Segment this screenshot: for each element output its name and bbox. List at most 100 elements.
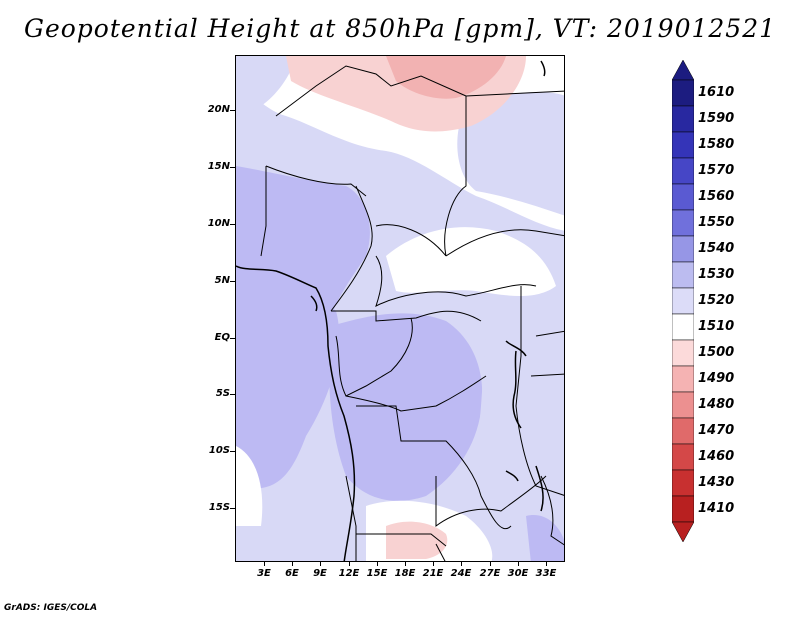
colorbar-level-label: 1500	[698, 345, 735, 360]
lon-label-15e: 15E	[366, 568, 388, 579]
footer-credit: GrADS: IGES/COLA	[4, 603, 98, 613]
colorbar-level-label: 1520	[698, 293, 735, 308]
border-chad-cameroon	[330, 185, 373, 312]
colorbar-bottom-arrow	[672, 521, 694, 543]
lon-tick	[320, 562, 321, 566]
colorbar-level-label: 1590	[698, 111, 735, 126]
colorbar-segment	[672, 443, 694, 471]
lake-tanganyika	[512, 350, 522, 429]
colorbar-level-label: 1570	[698, 163, 735, 178]
border-zambia	[435, 475, 547, 527]
lon-tick	[461, 562, 462, 566]
colorbar-segment	[672, 469, 694, 497]
border-egypt-sudan	[465, 90, 564, 97]
colorbar-level-label: 1610	[698, 85, 735, 100]
colorbar-segment	[672, 157, 694, 185]
border-niger	[265, 165, 367, 197]
lon-label-30e: 30E	[507, 568, 529, 579]
colorbar-segment	[672, 131, 694, 159]
border-kenya	[535, 330, 564, 337]
border-angola-drc	[356, 405, 512, 529]
border-malawi	[540, 475, 564, 546]
lon-label-12e: 12E	[338, 568, 360, 579]
colorbar-level-label: 1470	[698, 423, 735, 438]
lake-victoria	[505, 340, 527, 357]
colorbar-segment	[672, 105, 694, 133]
border-car	[375, 255, 537, 307]
colorbar-segment	[672, 417, 694, 445]
lake-malawi	[535, 465, 544, 512]
border-congo-gabon	[335, 317, 413, 397]
red-sea-coast	[540, 60, 546, 77]
colorbar-segment	[672, 209, 694, 237]
bioko-island	[310, 295, 318, 312]
lat-label-eq: EQ	[214, 332, 230, 343]
lon-label-33e: 33E	[535, 568, 557, 579]
colorbar-level-label: 1510	[698, 319, 735, 334]
border-south	[435, 543, 446, 561]
colorbar-level-label: 1480	[698, 397, 735, 412]
lon-label-21e: 21E	[422, 568, 444, 579]
country-borders	[260, 65, 564, 561]
colorbar-level-label: 1410	[698, 501, 735, 516]
contour-fill-midblue-se	[526, 515, 564, 561]
lat-tick	[230, 281, 235, 282]
colorbar-segment	[672, 339, 694, 367]
lon-tick	[405, 562, 406, 566]
colorbar-level-label: 1560	[698, 189, 735, 204]
lon-tick	[433, 562, 434, 566]
map-canvas	[236, 56, 564, 561]
lon-tick	[546, 562, 547, 566]
colorbar-segment	[672, 391, 694, 419]
map-title: Geopotential Height at 850hPa [gpm], VT:…	[23, 14, 777, 43]
border-benin	[260, 166, 267, 257]
colorbar-segment	[672, 235, 694, 263]
colorbar-level-label: 1550	[698, 215, 735, 230]
contour-fill-midblue-central	[329, 313, 483, 501]
colorbar-level-label: 1580	[698, 137, 735, 152]
colorbar-segment	[672, 183, 694, 211]
colorbar-level-label: 1430	[698, 475, 735, 490]
contour-fill-white-central	[386, 227, 556, 296]
lat-tick	[230, 224, 235, 225]
lon-label-6e: 6E	[285, 568, 299, 579]
lat-label-5s: 5S	[215, 388, 230, 399]
colorbar-segment	[672, 495, 694, 523]
colorbar-level-label: 1540	[698, 241, 735, 256]
contour-fill-lightblue-ne	[457, 91, 564, 216]
border-congo-car	[331, 310, 482, 322]
border-tanzania	[530, 373, 564, 377]
lat-label-5n: 5N	[214, 275, 230, 286]
colorbar-segment	[672, 261, 694, 289]
border-east-lakes	[515, 286, 564, 496]
lat-tick	[230, 451, 235, 452]
border-north	[275, 65, 467, 257]
lon-tick	[264, 562, 265, 566]
contour-fill-pink-south	[386, 521, 448, 559]
coastline-west-africa	[236, 265, 356, 561]
lon-label-24e: 24E	[450, 568, 472, 579]
border-namibia-botswana	[356, 533, 447, 547]
lat-label-10n: 10N	[207, 218, 230, 229]
border-sudan-south	[445, 229, 564, 257]
colorbar-level-label: 1460	[698, 449, 735, 464]
contour-fill-white-sw	[236, 446, 263, 526]
colorbar-level-label: 1490	[698, 371, 735, 386]
colorbar-segment	[672, 365, 694, 393]
colorbar-top-arrow	[672, 60, 694, 81]
lat-tick	[230, 338, 235, 339]
contour-fill-midblue-sw	[236, 276, 340, 489]
lat-tick	[230, 167, 235, 168]
coastlines	[236, 60, 546, 561]
lon-tick	[349, 562, 350, 566]
map-panel	[235, 55, 565, 562]
lat-label-15s: 15S	[208, 502, 230, 513]
lat-tick	[230, 110, 235, 111]
contour-fill-lightblue-nw	[236, 56, 296, 116]
border-drc-north	[345, 375, 487, 412]
lon-tick	[490, 562, 491, 566]
lat-tick	[230, 508, 235, 509]
lon-tick	[377, 562, 378, 566]
lon-label-3e: 3E	[257, 568, 271, 579]
lon-tick	[518, 562, 519, 566]
